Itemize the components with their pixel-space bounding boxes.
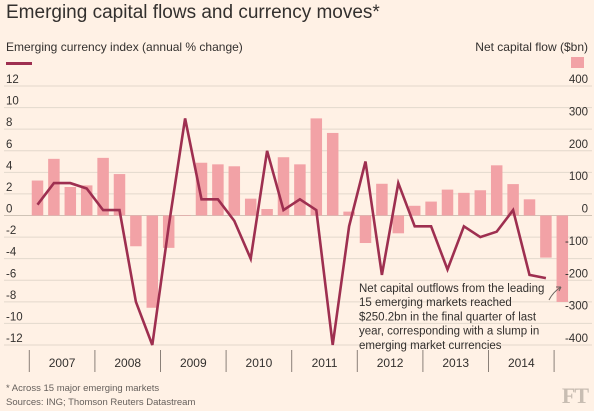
capital-flow-bar xyxy=(277,157,290,216)
right-axis-ticks: 400 300 200 100 0 -100 -200 -300 -400 xyxy=(565,74,588,345)
capital-flow-bar xyxy=(244,198,257,216)
capital-flow-bar xyxy=(294,164,306,216)
ft-logo: FT xyxy=(561,383,589,408)
capital-flow-bar xyxy=(490,165,503,216)
currency-index-line xyxy=(36,118,547,346)
capital-flow-bar xyxy=(195,162,208,216)
capital-flow-bar xyxy=(310,118,323,216)
annotation: Net capital outflows from the leading 15 … xyxy=(359,283,562,352)
capital-flow-bar xyxy=(261,209,273,216)
year-label: 2007 xyxy=(49,356,76,370)
left-tick-label: 12 xyxy=(6,74,19,86)
left-tick-label: 10 xyxy=(6,96,19,108)
left-tick-label: 0 xyxy=(6,204,12,216)
capital-flow-bar xyxy=(359,215,372,244)
capital-flow-bar xyxy=(474,190,487,216)
capital-flow-bar xyxy=(179,215,191,216)
capital-flow-bar xyxy=(326,132,339,216)
legend-currency-index: Emerging currency index (annual % change… xyxy=(6,40,243,65)
year-label: 2011 xyxy=(312,356,338,370)
annotation-line: 15 emerging markets reached xyxy=(359,297,512,309)
right-tick-label: 400 xyxy=(569,74,588,86)
capital-flow-bar xyxy=(441,189,454,216)
footnote: * Across 15 major emerging markets xyxy=(6,383,160,394)
left-tick-label: -6 xyxy=(6,268,16,280)
capital-flow-bar xyxy=(31,180,44,216)
currency-index-series-line xyxy=(36,118,547,346)
capital-flow-bar xyxy=(130,215,142,247)
capital-flow-bar xyxy=(80,185,93,216)
source-note: Sources: ING; Thomson Reuters Datastream xyxy=(6,397,196,408)
capital-flow-bar xyxy=(64,187,77,216)
right-tick-label: 0 xyxy=(582,204,588,216)
x-axis: 2007 2008 2009 2010 2011 2012 2013 2014 xyxy=(28,350,555,372)
capital-flow-bar xyxy=(212,164,224,216)
year-label: 2010 xyxy=(246,356,273,370)
legend-capital-flow: Net capital flow ($bn) xyxy=(475,40,588,68)
capital-flow-bar xyxy=(48,158,60,216)
left-tick-label: -10 xyxy=(6,311,23,323)
left-tick-label: -8 xyxy=(6,290,16,302)
capital-flow-bar xyxy=(228,166,241,216)
right-tick-label: -300 xyxy=(565,301,588,313)
capital-flow-bar xyxy=(392,215,405,234)
annotation-line: $250.2bn in the final quarter of last xyxy=(359,311,537,323)
capital-flow-bar xyxy=(146,215,159,308)
capital-flow-bar xyxy=(523,199,536,216)
annotation-arrowhead xyxy=(556,286,562,292)
right-tick-label: -100 xyxy=(565,236,588,248)
year-label: 2013 xyxy=(442,356,469,370)
capital-flow-bars xyxy=(31,118,569,308)
right-tick-label: -200 xyxy=(565,268,588,280)
chart-title: Emerging capital flows and currency move… xyxy=(6,2,380,23)
left-tick-label: 6 xyxy=(6,139,12,151)
right-tick-label: 100 xyxy=(569,171,588,183)
left-tick-label: 2 xyxy=(6,182,12,194)
left-tick-label: -4 xyxy=(6,247,17,259)
left-tick-label: -12 xyxy=(6,333,23,345)
legend-bar-swatch xyxy=(571,57,584,68)
legend-capital-label: Net capital flow ($bn) xyxy=(475,40,588,54)
left-axis-ticks: 12 10 8 6 4 2 0 -2 -4 -6 -8 -10 -12 xyxy=(6,74,23,345)
capital-flow-bar xyxy=(343,211,355,216)
right-tick-label: -400 xyxy=(565,333,588,345)
right-tick-label: 300 xyxy=(569,106,588,118)
year-label: 2012 xyxy=(377,356,404,370)
year-label: 2008 xyxy=(114,356,141,370)
capital-flow-bar xyxy=(97,157,109,216)
left-tick-label: 8 xyxy=(6,117,12,129)
year-label: 2009 xyxy=(180,356,207,370)
legend-currency-label: Emerging currency index (annual % change… xyxy=(6,40,243,54)
capital-flow-bar xyxy=(556,215,569,302)
capital-flow-bar xyxy=(458,192,470,216)
left-tick-label: -2 xyxy=(6,225,16,237)
annotation-line: emerging market currencies xyxy=(359,340,502,352)
capital-flow-bar xyxy=(113,174,126,216)
year-label: 2014 xyxy=(508,356,535,370)
capital-flow-bar xyxy=(425,201,437,216)
capital-flow-bar xyxy=(376,183,388,216)
right-tick-label: 200 xyxy=(569,139,588,151)
annotation-line: Net capital outflows from the leading xyxy=(359,283,544,295)
capital-flow-bar xyxy=(408,205,421,216)
left-tick-label: 4 xyxy=(6,160,13,172)
capital-flow-bar xyxy=(507,184,519,216)
legend-line-swatch xyxy=(6,62,32,65)
annotation-line: year, corresponding with a slump in xyxy=(359,326,539,338)
capital-flow-bar xyxy=(540,215,552,258)
annotation-arrow xyxy=(548,286,562,301)
